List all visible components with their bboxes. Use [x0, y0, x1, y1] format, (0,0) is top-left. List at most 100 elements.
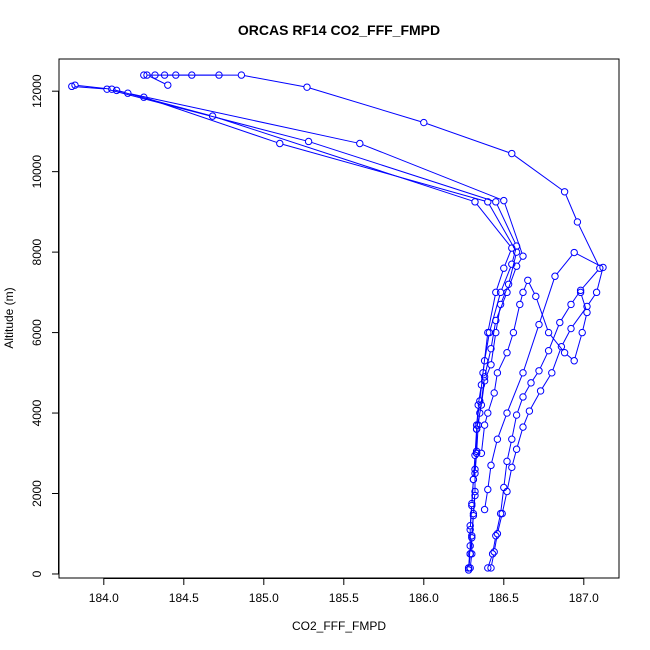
data-point [68, 82, 76, 91]
series-segment [539, 353, 548, 369]
series-segment [481, 383, 485, 402]
series-segment [582, 270, 599, 289]
series-segment [565, 194, 577, 220]
data-point [476, 397, 484, 405]
data-point [469, 511, 478, 520]
data-point [492, 288, 500, 297]
y-tick-label: 2000 [30, 480, 44, 507]
data-point [512, 445, 521, 453]
series-segment [520, 295, 523, 302]
series-segment [501, 266, 512, 290]
x-tick-label: 185.5 [329, 591, 359, 605]
series-segment [487, 295, 496, 330]
data-point [480, 421, 489, 429]
data-point [519, 393, 527, 401]
data-point [480, 505, 489, 514]
data-point [560, 188, 569, 196]
data-point [498, 509, 506, 518]
series-profile-8 [477, 276, 591, 457]
data-point [508, 435, 516, 443]
data-point [108, 85, 116, 93]
series-segment [588, 294, 596, 305]
series-segment [484, 351, 491, 374]
series-segment [479, 379, 485, 410]
data-point [172, 71, 180, 79]
series-segment [581, 295, 587, 310]
series-segment [498, 415, 507, 437]
series-segment [596, 270, 603, 290]
x-tick-label: 186.5 [489, 591, 519, 605]
data-point [477, 401, 486, 409]
y-tick-label: 4000 [30, 399, 44, 426]
data-point [466, 526, 474, 534]
data-point [492, 198, 500, 206]
data-point [476, 409, 484, 417]
series-segment [496, 271, 504, 290]
data-point [516, 300, 524, 309]
data-point [500, 264, 508, 272]
series-segment [490, 335, 496, 362]
data-point [472, 425, 481, 433]
data-point [464, 566, 473, 574]
series-segment [491, 554, 495, 565]
y-tick-label: 10000 [30, 155, 44, 189]
data-point [474, 401, 482, 409]
series-segment [468, 556, 471, 565]
series-segment [504, 203, 523, 254]
x-tick-label: 186.0 [409, 591, 439, 605]
data-point [508, 463, 516, 472]
y-tick-label: 12000 [30, 74, 44, 108]
series-segment [536, 299, 549, 330]
series-segment [507, 375, 523, 411]
series-segment [484, 416, 488, 423]
series-segment [576, 253, 601, 267]
series-segment [119, 90, 125, 93]
series-segment [523, 327, 539, 370]
data-point [503, 409, 511, 417]
series-segment [487, 468, 492, 487]
data-point [548, 369, 556, 377]
data-point [487, 361, 495, 369]
y-axis-label: Altitude (m) [2, 287, 16, 348]
plot-area [68, 71, 607, 574]
series-segment [532, 373, 538, 381]
series-segment [282, 143, 485, 202]
data-point [536, 387, 545, 395]
data-point [303, 83, 311, 91]
series-segment [582, 315, 587, 330]
data-point [576, 288, 585, 297]
series-segment [561, 306, 570, 321]
data-point [112, 86, 121, 95]
series-profile-7 [480, 248, 607, 572]
data-point [525, 407, 534, 415]
data-point [215, 71, 223, 79]
series-segment [488, 556, 493, 566]
series-segment [469, 508, 473, 527]
series-segment [494, 375, 498, 390]
x-tick-label: 185.0 [249, 591, 279, 605]
series-segment [552, 349, 561, 370]
data-point [551, 272, 559, 280]
data-point [124, 89, 132, 97]
series-segment [146, 97, 277, 143]
data-point [503, 457, 511, 466]
series-segment [496, 204, 516, 244]
series-segment [523, 413, 529, 425]
series-segment [474, 432, 477, 453]
series-segment [495, 307, 501, 330]
series-segment [513, 307, 520, 330]
series-segment [550, 334, 563, 351]
data-point [492, 328, 500, 337]
data-point [508, 244, 516, 252]
series-segment [578, 224, 599, 266]
chart-title: ORCAS RF14 CO2_FFF_FMPD [238, 22, 440, 38]
data-point [493, 530, 502, 538]
data-point [71, 81, 79, 89]
series-profile-3 [112, 86, 527, 574]
data-point [477, 449, 486, 457]
data-point [490, 548, 498, 556]
data-point [592, 288, 601, 297]
data-point [488, 550, 497, 558]
series-segment [215, 116, 473, 202]
